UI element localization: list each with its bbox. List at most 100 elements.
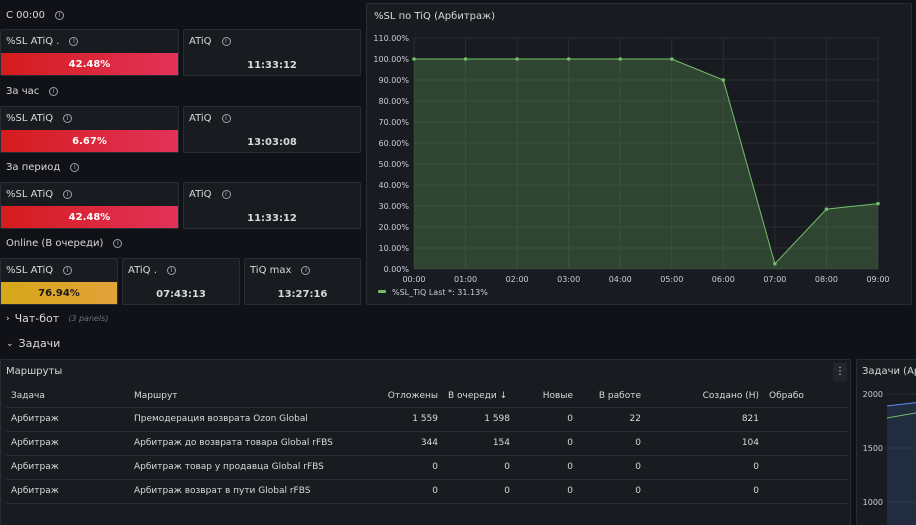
stat-value: 6.67% [1,130,178,152]
table-header: Задача Маршрут Отложены В очереди ↓ Новые В р… [6,385,848,408]
table-cell: 0 [578,431,646,456]
stat-sl-per-hour[interactable]: %SL ATiQ i 6.67% [0,106,179,153]
x-tick-label: 05:00 [660,275,683,284]
section-note: (3 panels) [68,314,109,323]
y-tick-label: 110.00% [373,34,409,43]
column-header[interactable]: В работе [578,385,646,408]
x-tick-label: 02:00 [506,275,529,284]
stat-sl-since-midnight[interactable]: %SL ATiQ . i 42.48% [0,29,179,76]
column-header[interactable]: Маршрут [129,385,369,408]
x-tick-label: 09:00 [866,275,889,284]
info-icon[interactable]: i [70,163,80,172]
info-icon[interactable]: i [63,190,73,199]
table-cell [764,479,848,504]
x-tick-label: 01:00 [454,275,477,284]
panel-title: Маршруты [6,366,63,377]
stat-atiq-online[interactable]: ATiQ . i 07:43:13 [122,258,240,305]
table-cell: Премодерация возврата Ozon Global [129,407,369,432]
table-cell: Арбитраж товар у продавца Global rFBS [129,455,369,480]
legend-swatch [378,290,386,293]
routes-panel[interactable]: Маршруты ⋮ Задача Маршрут Отложены В очеред… [0,359,851,525]
stat-value: 76.94% [1,282,117,304]
table-cell: 344 [369,431,443,456]
table-cell: 0 [369,479,443,504]
stat-atiq-since-midnight[interactable]: ATiQ i 11:33:12 [183,29,361,76]
y-tick-label: 1500 [863,444,883,453]
table-cell: 0 [578,479,646,504]
series-area [887,402,916,525]
panel-title: %SL ATiQ [6,189,54,200]
table-cell [764,455,848,480]
x-tick-label: 08:00 [815,275,838,284]
info-icon[interactable]: i [69,37,79,46]
stat-value: 07:43:13 [156,289,206,300]
legend-label: %SL_TiQ Last *: 31.13% [392,288,488,297]
table-cell: 154 [443,431,515,456]
column-header[interactable]: Отложены [369,385,443,408]
info-icon[interactable]: i [166,266,176,275]
panel-title: ATiQ [189,36,212,47]
series-line [886,402,916,407]
data-point [721,78,726,82]
info-icon[interactable]: i [54,11,64,20]
table-cell: 0 [515,455,578,480]
x-tick-label: 00:00 [402,275,425,284]
row-online[interactable]: Online (В очереди) i [6,238,123,249]
table-cell: 0 [443,479,515,504]
column-header[interactable]: Задача [6,385,129,408]
table-cell: 0 [369,455,443,480]
data-point [515,57,519,61]
panel-title: TiQ max [250,265,292,276]
panel-title: ATiQ [189,189,212,200]
data-point [463,57,468,61]
table-cell [764,431,848,456]
stat-atiq-per-hour[interactable]: ATiQ i 13:03:08 [183,106,361,153]
row-per-period[interactable]: За период i [6,162,80,173]
info-icon[interactable]: i [221,114,231,123]
data-point [618,57,623,61]
info-icon[interactable]: i [221,37,231,46]
section-title: Чат-бот [14,312,60,325]
row-per-hour[interactable]: За час i [6,86,59,97]
x-tick-label: 04:00 [609,275,632,284]
column-header[interactable]: В очереди ↓ [443,385,515,408]
table-row[interactable]: Арбитраж Премодерация возврата Ozon Globa… [6,407,848,432]
table-cell: Арбитраж [6,407,129,432]
table-row[interactable]: Арбитраж Арбитраж до возврата товара Glob… [6,431,848,456]
tasks-panel[interactable]: Задачи (Ар 2000 1500 1000 [856,359,916,525]
table-cell: 0 [515,407,578,432]
stat-value: 42.48% [1,206,178,228]
table-row[interactable]: Арбитраж Арбитраж возврат в пути Global r… [6,479,848,504]
table-row[interactable]: Арбитраж Арбитраж товар у продавца Global… [6,455,848,480]
info-icon[interactable]: i [63,114,73,123]
stat-sl-online[interactable]: %SL ATiQ i 76.94% [0,258,118,305]
row-since-midnight[interactable]: С 00:00 i [6,10,64,21]
data-point [669,57,674,61]
column-header[interactable]: Обрабо [764,385,848,408]
info-icon[interactable]: i [113,239,123,248]
stat-value: 13:03:08 [247,137,297,148]
stat-atiq-per-period[interactable]: ATiQ i 11:33:12 [183,182,361,229]
chart-title: %SL по TiQ (Арбитраж) [374,11,496,22]
info-icon[interactable]: i [63,266,73,275]
info-icon[interactable]: i [301,266,311,275]
series-line [414,58,879,265]
chevron-down-icon: ⌄ [6,338,14,349]
stat-sl-per-period[interactable]: %SL ATiQ i 42.48% [0,182,179,229]
section-tasks[interactable]: ⌄ Задачи [6,337,60,350]
column-header[interactable]: Создано (Н) [646,385,764,408]
sl-chart[interactable]: 110.00% 100.00% 90.00% 80.00% 70.00% 60.00% 50… [367,4,913,306]
menu-icon[interactable]: ⋮ [833,363,847,381]
y-tick-label: 100.00% [373,55,409,64]
column-header[interactable]: Новые [515,385,578,408]
stat-tiqmax-online[interactable]: TiQ max i 13:27:16 [244,258,361,305]
row-title: За период [6,162,61,173]
data-point [876,201,880,206]
section-chatbot[interactable]: › Чат-бот (3 panels) [6,312,108,325]
table-cell: 1 559 [369,407,443,432]
sl-chart-panel[interactable]: %SL по TiQ (Арбитраж) 110.00% 100.00% 90.0… [366,3,912,305]
table-cell: 22 [578,407,646,432]
row-title: Online (В очереди) [6,238,104,249]
info-icon[interactable]: i [49,87,59,96]
info-icon[interactable]: i [221,190,231,199]
